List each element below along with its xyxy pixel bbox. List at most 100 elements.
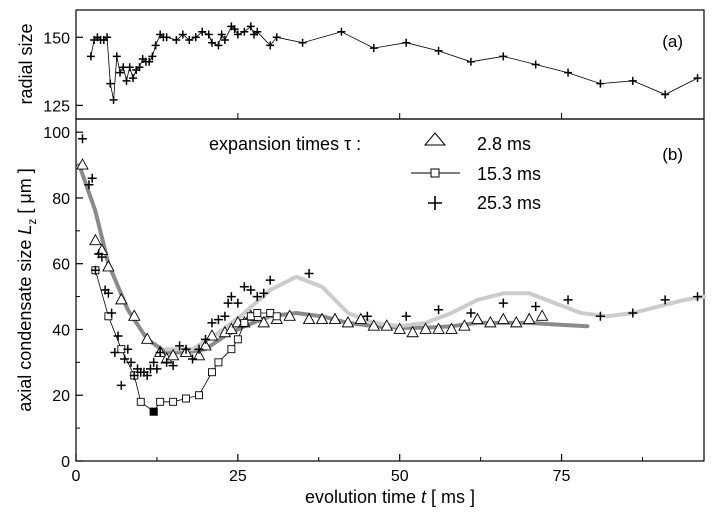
radial-size-point [596, 79, 605, 88]
point-2-8ms [205, 329, 219, 341]
point-25-3ms [168, 361, 178, 371]
radial-size-point [240, 27, 249, 36]
point-25-3ms [220, 311, 230, 321]
point-2-8ms [257, 315, 271, 328]
point-25-3ms [129, 371, 139, 380]
panel-a-ylabel: radial size [16, 23, 36, 104]
point-15-3ms [233, 335, 242, 344]
legend-label-15-3ms: 15.3 ms [477, 164, 541, 184]
point-25-3ms [84, 180, 94, 190]
point-25-3ms [213, 315, 223, 325]
point-25-3ms [188, 354, 198, 364]
point-2-8ms [328, 312, 342, 325]
point-2-8ms [302, 312, 316, 325]
radial-size-point [220, 35, 229, 44]
radial-size-point [135, 63, 144, 72]
point-25-3ms [401, 311, 411, 321]
point-15-3ms-filled [149, 407, 158, 416]
point-25-3ms [304, 269, 314, 279]
point-25-3ms [595, 311, 605, 321]
y-tick-label: 60 [52, 257, 70, 274]
point-25-3ms [107, 308, 117, 318]
point-2-8ms [367, 319, 381, 331]
legend-label-2-8ms: 2.8 ms [477, 134, 531, 154]
point-25-3ms [246, 285, 256, 295]
radial-size-point [253, 27, 262, 36]
point-2-8ms [445, 322, 458, 334]
point-25-3ms [181, 344, 191, 354]
radial-size-point [106, 79, 115, 88]
radial-size-point [178, 30, 187, 39]
radial-size-point [466, 57, 475, 66]
series-line-15-3ms [95, 270, 277, 413]
point-25-3ms [207, 318, 217, 328]
radial-size-point [564, 68, 573, 77]
point-2-8ms [225, 322, 238, 334]
point-2-8ms [341, 315, 355, 328]
point-25-3ms [466, 308, 476, 318]
point-2-8ms [166, 348, 180, 361]
point-25-3ms [155, 347, 165, 357]
legend-marker-square [430, 168, 440, 178]
y-tick-label: 0 [61, 454, 70, 471]
point-15-3ms [156, 397, 165, 406]
radial-size-point [191, 33, 200, 42]
point-15-3ms [246, 312, 255, 321]
point-25-3ms [200, 334, 210, 344]
point-25-3ms [223, 298, 233, 308]
radial-size-point [103, 33, 112, 42]
point-15-3ms [195, 391, 203, 400]
radial-size-point [122, 76, 131, 85]
point-2-8ms [497, 312, 510, 325]
point-2-8ms [484, 315, 497, 328]
fit-curve-1 [77, 163, 590, 355]
point-25-3ms [142, 371, 152, 380]
radial-size-point [112, 52, 121, 61]
radial-size-point [151, 41, 160, 50]
point-25-3ms [97, 252, 107, 262]
radial-size-point [661, 90, 670, 99]
point-2-8ms [522, 312, 536, 325]
point-2-8ms [535, 309, 549, 321]
fit-curve-2 [164, 274, 706, 352]
legend-label-25-3ms: 25.3 ms [477, 193, 541, 213]
y-tick-label: 40 [52, 322, 70, 339]
point-15-3ms [104, 312, 113, 321]
point-25-3ms [628, 308, 638, 318]
point-25-3ms [162, 357, 172, 367]
point-25-3ms [563, 295, 573, 305]
point-2-8ms [393, 322, 406, 334]
point-25-3ms [362, 311, 372, 321]
point-2-8ms [406, 325, 419, 338]
point-25-3ms [239, 282, 249, 292]
point-2-8ms [89, 233, 102, 246]
point-25-3ms [152, 364, 162, 374]
radial-size-point [128, 74, 137, 83]
point-15-3ms [182, 394, 191, 403]
point-25-3ms [226, 292, 236, 302]
panel-a-frame [75, 9, 705, 120]
point-25-3ms [149, 357, 159, 367]
point-15-3ms [272, 312, 281, 321]
legend-marker-plus [428, 196, 442, 210]
a-y-tick-label: 150 [43, 30, 70, 47]
point-25-3ms [194, 344, 204, 354]
point-25-3ms [259, 288, 269, 298]
point-25-3ms [113, 331, 123, 341]
point-15-3ms [266, 309, 275, 317]
panel-b-label: (b) [662, 145, 683, 164]
radial-size-point [693, 74, 702, 83]
point-2-8ms [458, 319, 471, 331]
radial-size-point [172, 35, 181, 44]
y-tick-label: 100 [43, 125, 70, 142]
point-2-8ms [128, 309, 141, 321]
radial-size-point [246, 22, 255, 31]
point-2-8ms [380, 319, 394, 331]
radial-size-point [402, 38, 411, 47]
point-2-8ms [315, 312, 329, 325]
radial-size-point [217, 30, 226, 39]
point-2-8ms [199, 338, 212, 351]
radial-size-point [531, 60, 540, 69]
point-15-3ms [208, 368, 216, 377]
